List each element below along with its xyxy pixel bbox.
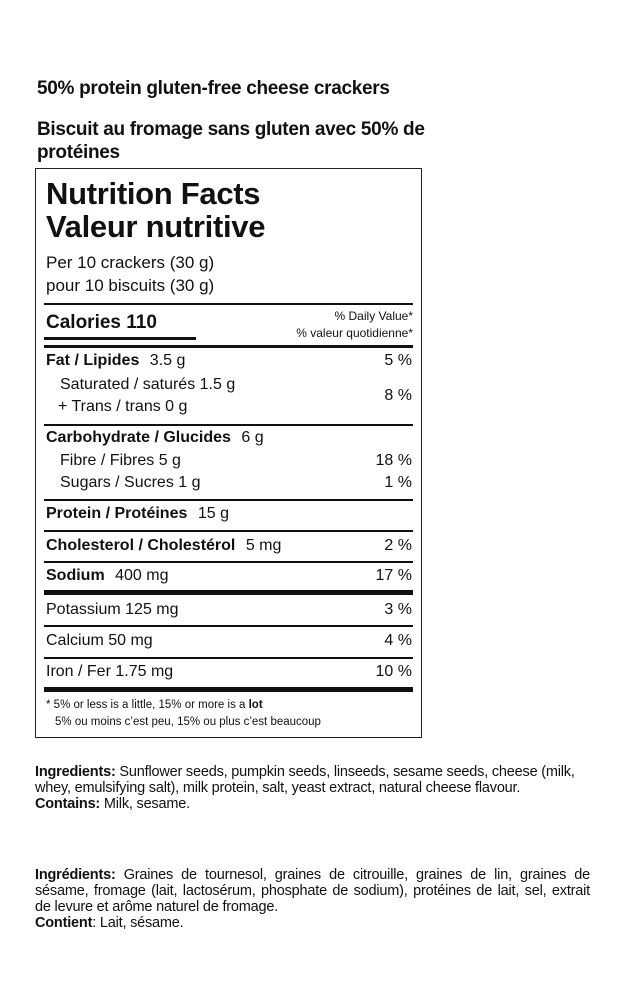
cholesterol-label: Cholesterol / Cholestérol [46,537,236,554]
fibre-label: Fibre / Fibres 5 g [60,452,181,469]
calories-underline [44,337,196,340]
saturated-pct: 8 % [384,387,412,404]
footnote-fr: 5% ou moins c’est peu, 15% ou plus c’est… [46,714,321,731]
nutrient-row-saturated: Saturated / saturés 1.5 g [60,376,412,394]
sodium-pct: 17 % [375,567,412,584]
footnote-en-emphasis: lot [248,699,263,711]
serving-size-en: Per 10 crackers (30 g) [46,253,215,272]
thick-divider [44,345,413,348]
nutrient-row-sodium: Sodium 400 mg 17 % [46,567,412,585]
contains-en-text: Milk, sesame. [100,796,190,812]
cholesterol-amount: 5 mg [245,537,282,554]
nutrition-heading-en: Nutrition Facts [46,176,261,211]
sugars-pct: 1 % [384,474,412,491]
calcium-label: Calcium 50 mg [46,632,153,649]
nutrient-row-trans: + Trans / trans 0 g [58,398,412,416]
serving-size: Per 10 crackers (30 g) pour 10 biscuits … [46,251,214,297]
fibre-pct: 18 % [375,452,412,469]
nutrition-heading: Nutrition Facts Valeur nutritive [46,177,265,243]
thick-divider [44,590,413,595]
divider [44,499,413,501]
sodium-amount: 400 mg [115,567,169,584]
ingredients-en: Ingredients: Sunflower seeds, pumpkin se… [35,764,590,812]
ingredients-fr-label: Ingrédients: [35,867,116,883]
carb-label: Carbohydrate / Glucides [46,429,231,446]
product-title-fr: Biscuit au fromage sans gluten avec 50% … [37,119,425,163]
protein-amount: 15 g [197,505,229,522]
footnote-fr-text: 5% ou moins c’est peu, 15% ou plus c’est [55,716,271,728]
nutrient-row-fibre: Fibre / Fibres 5 g 18 % [60,452,412,470]
potassium-pct: 3 % [384,601,412,618]
contains-fr-label: Contient [35,915,93,931]
nutrition-facts-panel: Nutrition Facts Valeur nutritive Per 10 … [35,168,422,738]
saturated-label: Saturated / saturés 1.5 g [60,376,236,393]
product-title-en: 50% protein gluten-free cheese crackers [37,78,390,99]
nutrition-heading-fr: Valeur nutritive [46,209,266,244]
sodium-label: Sodium [46,567,105,584]
nutrient-row-fat: Fat / Lipides 3.5 g 5 % [46,352,412,370]
divider [44,424,413,426]
ingredients-fr: Ingrédients: Graines de tournesol, grain… [35,867,590,931]
sugars-label: Sugars / Sucres 1 g [60,474,201,491]
fat-amount: 3.5 g [149,352,186,369]
iron-pct: 10 % [375,663,412,680]
contains-fr-text: : Lait, sésame. [92,915,184,931]
fat-label: Fat / Lipides [46,352,140,369]
nutrient-row-calcium: Calcium 50 mg 4 % [46,632,412,650]
iron-label: Iron / Fer 1.75 mg [46,663,174,680]
footnote-en: * 5% or less is a little, 15% or more is… [46,697,321,714]
ingredients-en-label: Ingredients: [35,764,116,780]
contains-en-label: Contains: [35,796,101,812]
nutrient-row-cholesterol: Cholesterol / Cholestérol 5 mg 2 % [46,537,412,555]
nutrient-row-protein: Protein / Protéines 15 g [46,505,412,523]
calories: Calories 110 [46,312,157,333]
fat-pct: 5 % [384,352,412,369]
protein-label: Protein / Protéines [46,505,188,522]
daily-value-header-en: % Daily Value* [334,309,413,323]
divider [44,657,413,659]
divider [44,561,413,563]
potassium-label: Potassium 125 mg [46,601,179,618]
trans-label: + Trans / trans 0 g [58,398,188,415]
daily-value-header: % Daily Value* % valeur quotidienne* [296,308,413,342]
ingredients-en-text: Sunflower seeds, pumpkin seeds, linseeds… [35,764,575,796]
nutrient-row-carbohydrate: Carbohydrate / Glucides 6 g [46,429,412,447]
serving-size-fr: pour 10 biscuits (30 g) [46,276,215,295]
calcium-pct: 4 % [384,632,412,649]
nutrient-row-sugars: Sugars / Sucres 1 g 1 % [60,474,412,492]
daily-value-header-fr: % valeur quotidienne* [296,326,413,340]
nutrient-row-potassium: Potassium 125 mg 3 % [46,601,412,619]
nutrient-row-iron: Iron / Fer 1.75 mg 10 % [46,663,412,681]
cholesterol-pct: 2 % [384,537,412,554]
divider [44,530,413,532]
footnote-en-text: * 5% or less is a little, 15% or more is… [46,699,249,711]
divider [44,625,413,627]
footnote: * 5% or less is a little, 15% or more is… [46,697,321,731]
divider [44,303,413,305]
thick-divider [44,687,413,692]
footnote-fr-emphasis: beaucoup [270,716,321,728]
ingredients-fr-text: Graines de tournesol, graines de citroui… [35,867,590,915]
carb-amount: 6 g [241,429,264,446]
